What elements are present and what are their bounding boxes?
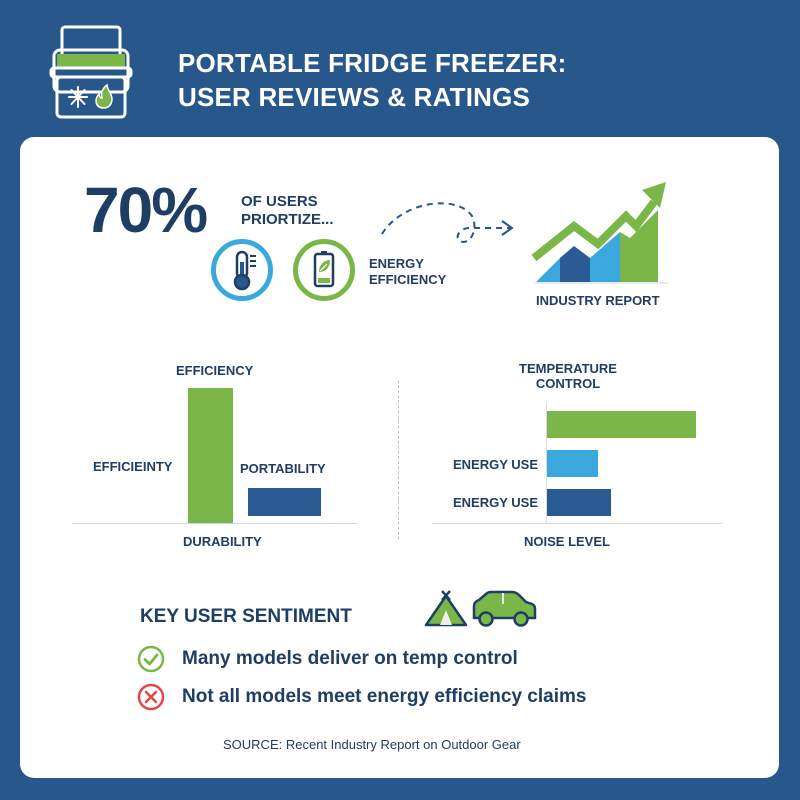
sentiment-positive-text: Many models deliver on temp control — [182, 648, 518, 669]
tent-icon — [424, 590, 468, 627]
bar-energy-use-1 — [547, 450, 598, 477]
right-chart-baseline — [432, 523, 722, 524]
left-chart-bottom-label: DURABILITY — [183, 534, 262, 549]
right-chart-row3-label: ENERGY USE — [453, 495, 539, 510]
source-note: SOURCE: Recent Industry Report on Outdoo… — [223, 737, 521, 752]
stat-label: OF USERS PRIORTIZE... — [241, 193, 334, 228]
left-chart-baseline — [72, 523, 357, 524]
x-circle-icon — [137, 683, 165, 711]
right-chart-row2-label: ENERGY USE — [453, 457, 539, 472]
bar-portability — [248, 488, 321, 516]
portable-cooler-icon — [49, 25, 133, 119]
stat-percent: 70% — [84, 174, 208, 246]
left-chart-top-label: EFFICIENCY — [176, 363, 254, 378]
chart-divider — [398, 380, 399, 540]
right-chart-bottom-label: NOISE LEVEL — [524, 534, 610, 549]
right-chart-axis — [546, 403, 547, 523]
bar-efficiency — [188, 388, 233, 523]
bar-energy-use-2 — [547, 489, 611, 516]
title-line-2: USER REVIEWS & RATINGS — [178, 82, 531, 112]
right-chart-top-label: TEMPERATURE CONTROL — [519, 361, 617, 391]
growth-chart-icon — [531, 182, 668, 284]
sentiment-title: KEY USER SENTIMENT — [140, 606, 352, 627]
check-circle-icon — [137, 645, 165, 673]
car-icon — [472, 590, 537, 627]
energy-efficiency-label: ENERGY EFFICIENCY — [369, 256, 447, 287]
title-line-1: PORTABLE FRIDGE FREEZER: — [178, 48, 567, 78]
left-chart-left-label: EFFICIEINTY — [93, 459, 173, 474]
dashed-arrow-icon — [381, 202, 514, 244]
thermometer-icon — [211, 239, 273, 301]
left-chart-right-label: PORTABILITY — [240, 461, 326, 476]
eco-battery-icon — [293, 239, 355, 301]
page-title: PORTABLE FRIDGE FREEZER: USER REVIEWS & … — [178, 46, 567, 114]
sentiment-negative-text: Not all models meet energy efficiency cl… — [182, 686, 587, 707]
bar-temperature-control — [547, 411, 696, 438]
industry-report-label: INDUSTRY REPORT — [536, 293, 660, 308]
